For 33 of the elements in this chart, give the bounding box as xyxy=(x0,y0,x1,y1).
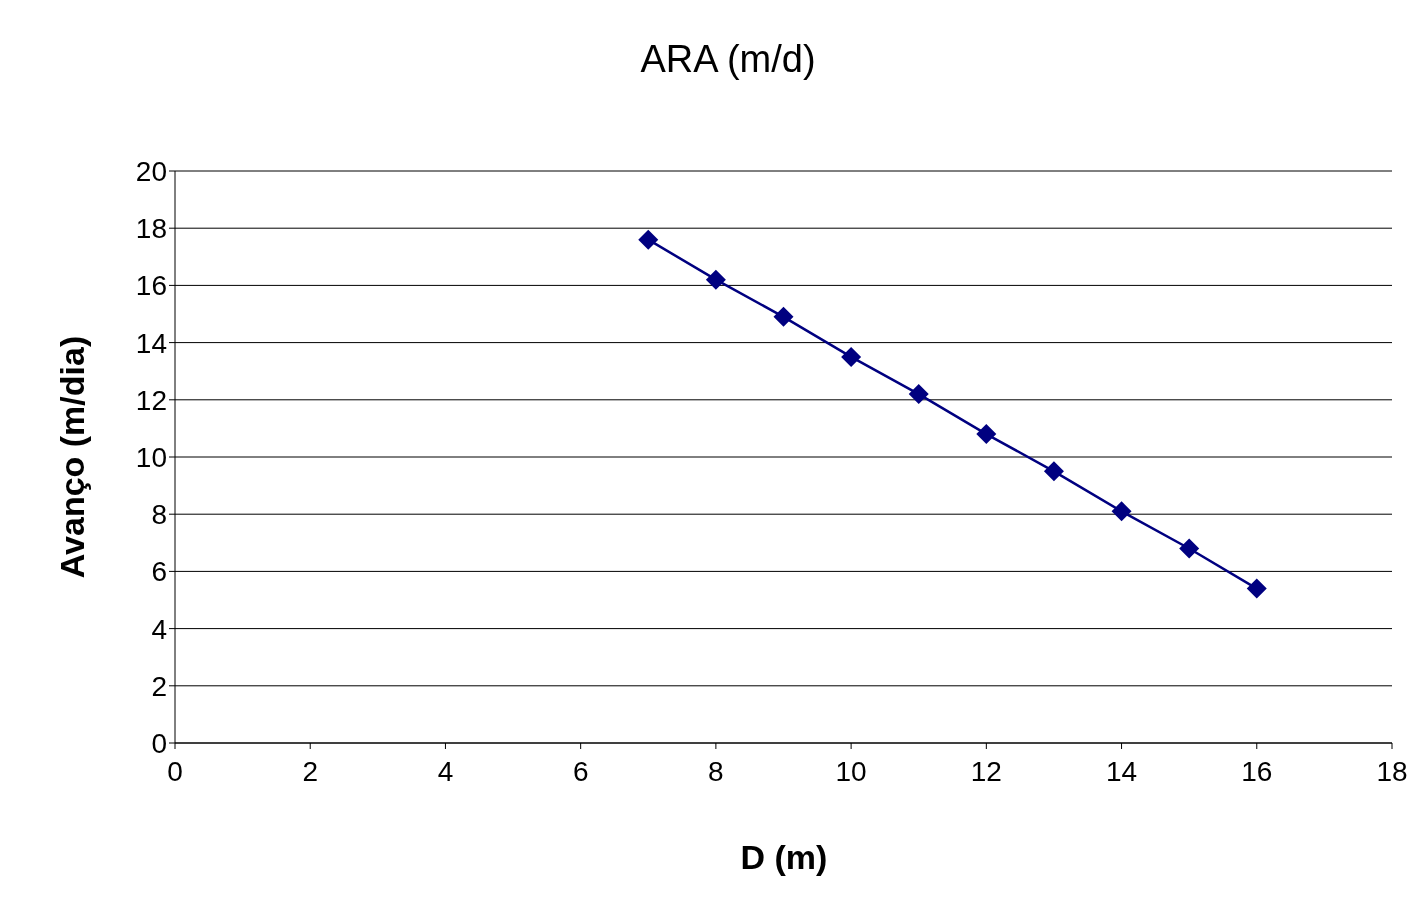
x-tick-label: 6 xyxy=(572,755,589,787)
point xyxy=(1043,461,1064,482)
point xyxy=(841,346,862,367)
point xyxy=(1246,578,1267,599)
point xyxy=(773,306,794,327)
x-tick-label: 8 xyxy=(708,755,724,787)
point xyxy=(638,229,659,250)
y-tick-label: 16 xyxy=(135,270,167,302)
y-tick-label: 12 xyxy=(135,384,167,416)
y-tick-label: 20 xyxy=(135,155,167,187)
x-tick-label: 10 xyxy=(835,755,867,787)
y-tick-label: 8 xyxy=(151,499,167,531)
point xyxy=(1111,501,1132,522)
x-tick-label: 4 xyxy=(437,755,454,787)
x-tick-label: 14 xyxy=(1105,755,1138,787)
y-tick-label: 10 xyxy=(135,441,167,473)
point xyxy=(976,424,997,445)
point xyxy=(908,384,929,405)
y-tick-label: 0 xyxy=(151,727,167,759)
y-tick-label: 14 xyxy=(135,327,167,359)
x-tick-label: 2 xyxy=(302,755,319,787)
y-tick-label: 6 xyxy=(151,556,167,588)
y-tick-label: 4 xyxy=(151,613,167,645)
y-tick-label: 2 xyxy=(151,670,167,702)
x-tick-label: 16 xyxy=(1241,755,1273,787)
chart-title: ARA (m/d) xyxy=(639,38,817,81)
x-axis-title: D (m) xyxy=(739,838,829,877)
point xyxy=(705,269,726,290)
x-tick-label: 18 xyxy=(1376,755,1408,787)
y-axis-title: Avanço (m/dia) xyxy=(52,335,92,579)
x-tick-label: 12 xyxy=(970,755,1002,787)
point xyxy=(1179,538,1200,559)
y-tick-label: 18 xyxy=(135,213,167,245)
